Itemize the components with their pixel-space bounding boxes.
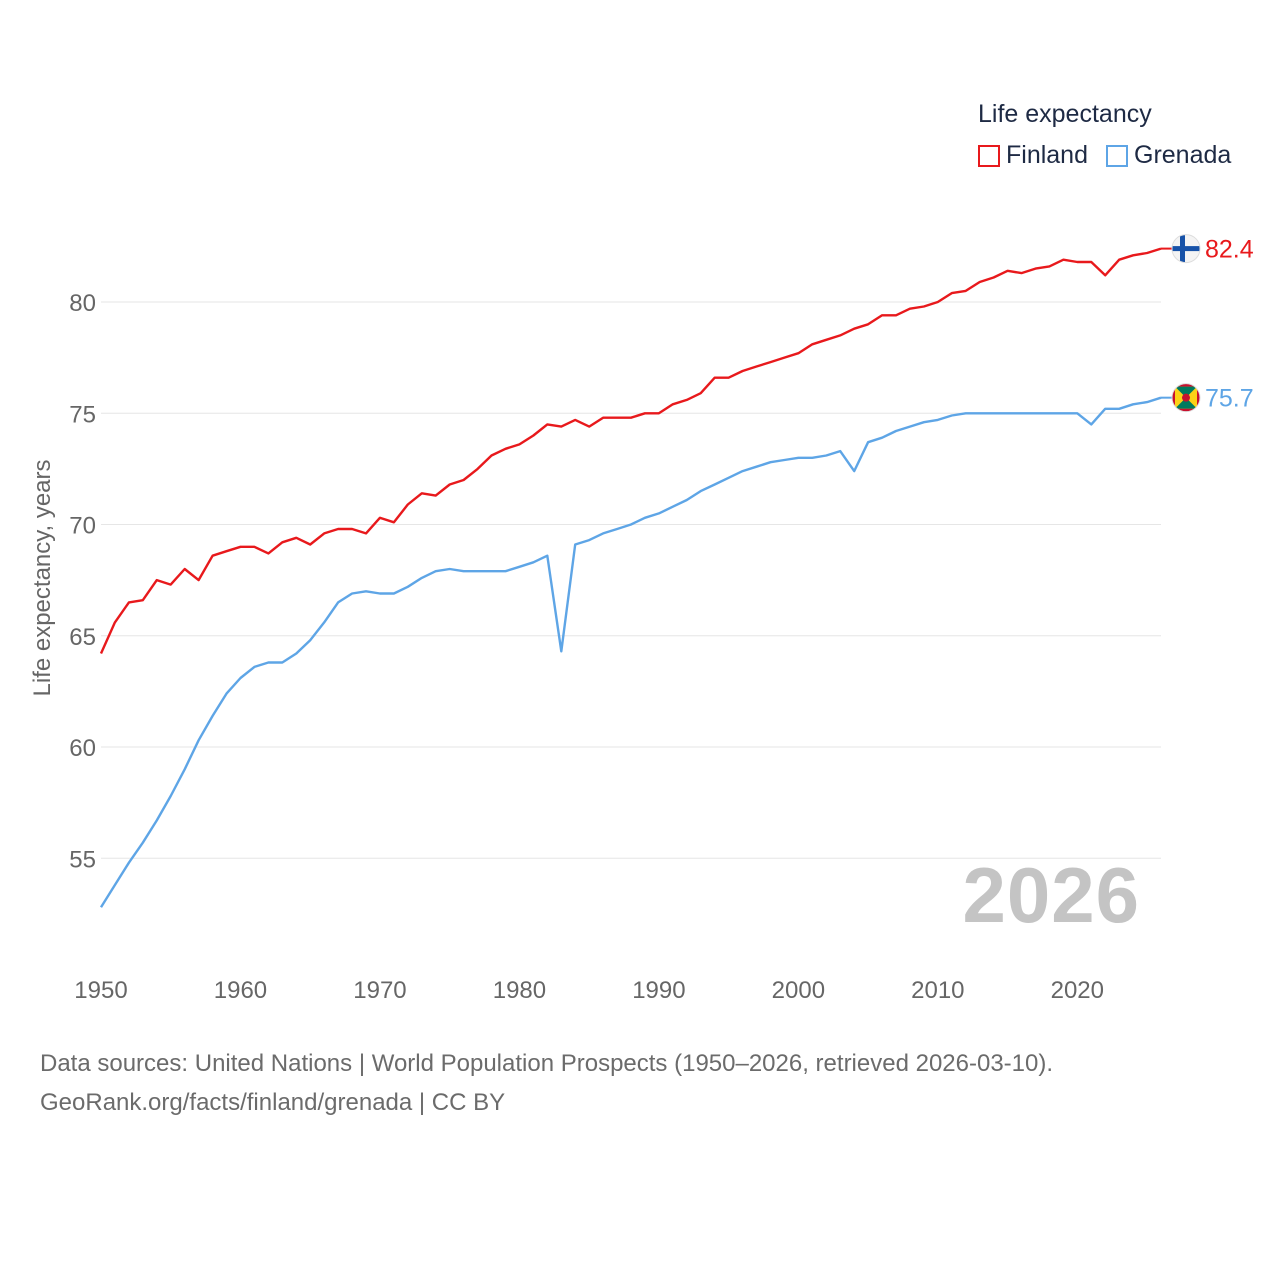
series-lines — [99, 247, 1162, 908]
grenada-flag-icon — [1171, 383, 1201, 413]
legend-label-finland: Finland — [1006, 141, 1088, 169]
end-value-grenada: 75.7 — [1205, 385, 1254, 413]
data-source-text: Data sources: United Nations | World Pop… — [40, 1050, 1054, 1077]
y-tick-label: 70 — [69, 513, 96, 540]
series-line-grenada — [99, 396, 1162, 908]
legend-item-finland[interactable]: Finland — [978, 141, 1088, 170]
x-tick-label: 1950 — [74, 977, 127, 1004]
legend-title: Life expectancy — [978, 100, 1152, 128]
x-axis-ticks: 1950 1960 1970 1980 1990 2000 2010 2020 — [74, 977, 1104, 1004]
attribution-link[interactable]: GeoRank.org/facts/finland/grenada | CC B… — [40, 1089, 506, 1116]
y-tick-label: 80 — [69, 290, 96, 317]
x-tick-label: 1960 — [214, 977, 267, 1004]
legend-swatch-grenada — [1106, 144, 1128, 167]
legend-swatch-finland — [978, 144, 1000, 167]
legend-item-grenada[interactable]: Grenada — [1106, 141, 1231, 170]
x-tick-label: 2020 — [1051, 977, 1104, 1004]
series-line-finland — [99, 247, 1162, 654]
current-year: 2026 — [962, 851, 1140, 939]
y-tick-label: 60 — [69, 735, 96, 762]
end-value-finland: 82.4 — [1205, 236, 1254, 264]
x-tick-label: 1980 — [493, 977, 546, 1004]
end-labels: 82.4 75.7 — [1161, 234, 1254, 413]
y-axis-ticks: 55 60 65 70 75 80 — [69, 290, 96, 873]
x-tick-label: 1990 — [632, 977, 685, 1004]
y-axis-label: Life expectancy, years — [29, 459, 56, 697]
grid-lines — [101, 301, 1161, 859]
footer: Data sources: United Nations | World Pop… — [40, 1044, 1053, 1122]
finland-flag-icon — [1171, 234, 1201, 264]
y-tick-label: 75 — [69, 401, 96, 428]
x-tick-label: 1970 — [353, 977, 406, 1004]
legend: Finland Grenada — [978, 141, 1231, 170]
legend-label-grenada: Grenada — [1134, 141, 1232, 169]
x-tick-label: 2000 — [772, 977, 825, 1004]
y-tick-label: 55 — [69, 846, 96, 873]
x-tick-label: 2010 — [911, 977, 964, 1004]
y-tick-label: 65 — [69, 624, 96, 651]
